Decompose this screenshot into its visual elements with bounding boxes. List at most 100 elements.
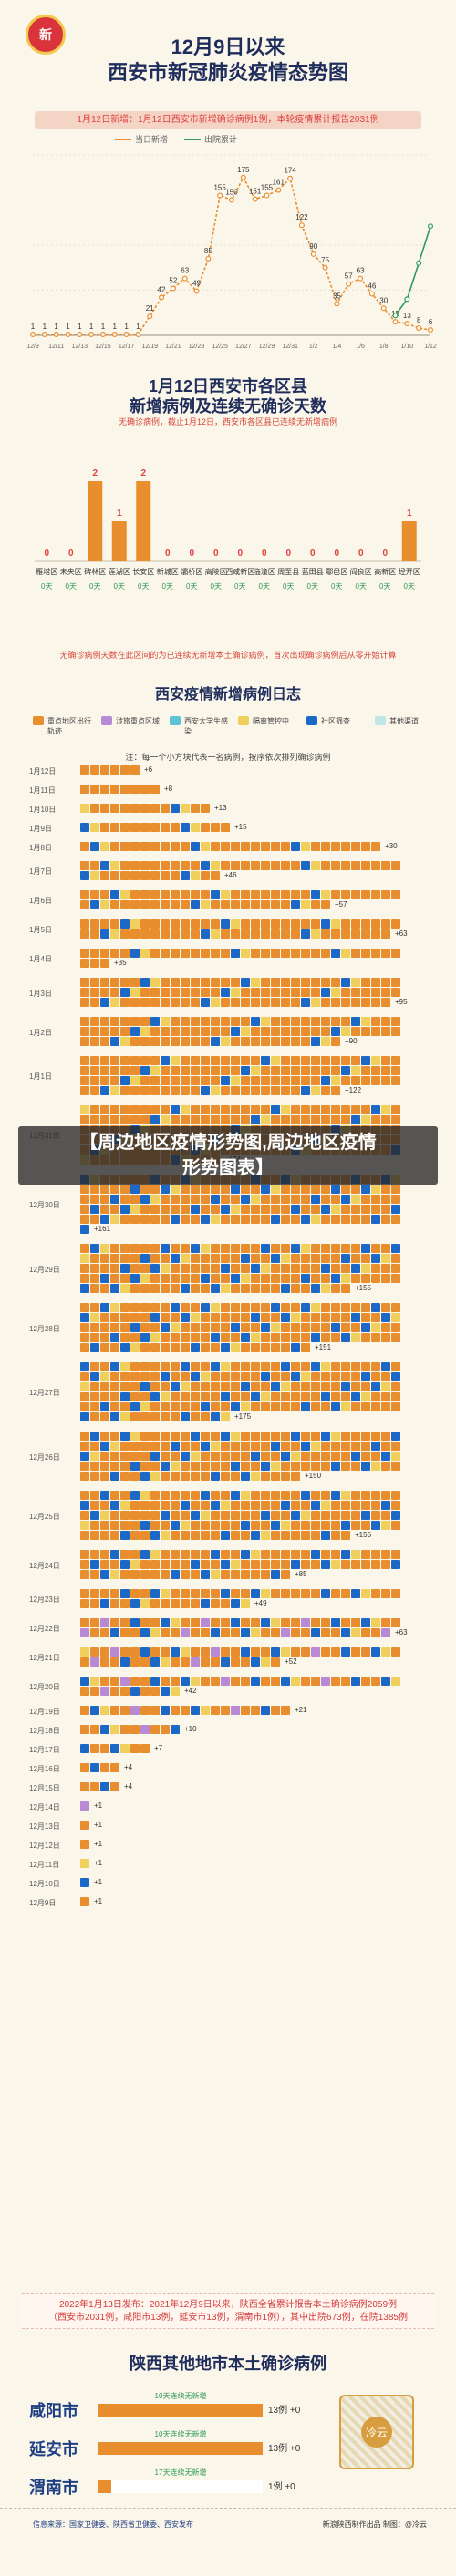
case-cell xyxy=(140,900,150,909)
case-cell xyxy=(241,861,250,870)
log-row-date: 12月15日 xyxy=(29,1783,60,1792)
bar xyxy=(111,521,127,561)
case-cell xyxy=(311,1037,320,1046)
case-cell xyxy=(110,1185,119,1194)
case-cell xyxy=(90,1105,99,1114)
case-cell xyxy=(321,1560,330,1569)
case-cell xyxy=(361,919,370,929)
case-cell xyxy=(130,1589,140,1598)
case-cell xyxy=(120,1657,130,1667)
case-cell xyxy=(140,1362,150,1371)
city-caption: 10天连续无新增 xyxy=(154,2430,207,2438)
case-cell xyxy=(351,1442,360,1451)
case-cell xyxy=(110,1412,119,1421)
case-cell xyxy=(331,1432,340,1441)
case-cell xyxy=(201,1560,210,1569)
case-cell xyxy=(271,890,280,899)
case-cell xyxy=(311,1432,320,1441)
case-cell xyxy=(281,1027,290,1036)
log-row-value: +21 xyxy=(295,1706,307,1714)
city-count-delta: +0 xyxy=(289,2444,301,2454)
log-row-date: 12月12日 xyxy=(29,1841,60,1850)
case-cell xyxy=(381,1432,390,1441)
case-cell xyxy=(110,949,119,958)
case-cell xyxy=(110,1372,119,1381)
case-cell xyxy=(281,1274,290,1283)
case-cell xyxy=(271,1362,280,1371)
case-cell xyxy=(161,1303,170,1312)
case-cell xyxy=(80,1056,89,1065)
case-cell xyxy=(261,1647,270,1657)
case-cell xyxy=(90,1432,99,1441)
case-cell xyxy=(241,1392,250,1401)
case-cell xyxy=(211,1657,220,1667)
log-row-date: 12月13日 xyxy=(29,1822,60,1831)
case-cell xyxy=(341,1115,350,1124)
qr-code-icon[interactable]: 冷云 xyxy=(339,2395,414,2469)
data-point xyxy=(88,332,95,338)
case-cell xyxy=(161,1589,170,1598)
case-cell xyxy=(301,1066,310,1075)
case-cell xyxy=(150,1452,160,1461)
case-cell xyxy=(201,949,210,958)
case-cell xyxy=(171,978,180,987)
case-cell xyxy=(271,1550,280,1559)
case-cell xyxy=(231,1402,240,1411)
case-cell xyxy=(221,1501,230,1510)
case-cell xyxy=(361,1618,370,1627)
case-cell xyxy=(191,1560,200,1569)
case-cell xyxy=(301,1254,310,1263)
case-cell xyxy=(211,1382,220,1391)
case-cell xyxy=(80,1382,89,1391)
case-cell xyxy=(241,1244,250,1253)
case-cell xyxy=(271,1472,280,1481)
case-cell xyxy=(251,1076,260,1085)
case-cell xyxy=(351,1550,360,1559)
case-cell xyxy=(251,1531,260,1540)
case-cell xyxy=(241,1333,250,1342)
case-cell xyxy=(251,1195,260,1204)
case-cell xyxy=(100,890,109,899)
case-cell xyxy=(231,1570,240,1579)
case-cell xyxy=(391,1205,400,1214)
case-cell xyxy=(271,1570,280,1579)
case-cell xyxy=(130,785,140,794)
case-cell xyxy=(80,861,89,870)
case-cell xyxy=(100,919,109,929)
case-cell xyxy=(90,1782,99,1791)
case-cell xyxy=(291,1677,300,1686)
log-row-cells xyxy=(80,1017,430,1047)
case-cell xyxy=(241,1056,250,1065)
no-case-days-label: 0天 xyxy=(404,582,415,590)
case-cell xyxy=(211,1066,220,1075)
case-cell xyxy=(211,1284,220,1293)
case-cell xyxy=(301,1076,310,1085)
case-cell xyxy=(351,861,360,870)
case-cell xyxy=(211,1462,220,1471)
case-cell xyxy=(371,1244,380,1253)
x-tick-label: 1/12 xyxy=(424,344,437,350)
case-cell xyxy=(251,890,260,899)
case-cell xyxy=(231,1323,240,1332)
case-cell xyxy=(351,1511,360,1520)
case-cell xyxy=(251,1442,260,1451)
case-cell xyxy=(80,1511,89,1520)
case-cell xyxy=(211,1442,220,1451)
case-cell xyxy=(321,949,330,958)
x-tick-label: 12/15 xyxy=(95,344,111,350)
case-cell xyxy=(90,1442,99,1451)
bar-value-label: 2 xyxy=(92,468,98,478)
case-cell xyxy=(241,842,250,851)
case-cell xyxy=(150,1323,160,1332)
x-tick-label: 1/6 xyxy=(356,344,365,350)
bar-value-label: 0 xyxy=(334,549,339,559)
case-cell xyxy=(241,890,250,899)
case-cell xyxy=(311,1392,320,1401)
case-cell xyxy=(140,1303,150,1312)
case-cell xyxy=(171,1372,180,1381)
case-cell xyxy=(90,1677,99,1686)
log-row-value: +10 xyxy=(184,1725,197,1733)
log-row-date: 12月23日 xyxy=(29,1596,60,1604)
case-cell xyxy=(211,1491,220,1500)
case-cell xyxy=(241,1677,250,1686)
